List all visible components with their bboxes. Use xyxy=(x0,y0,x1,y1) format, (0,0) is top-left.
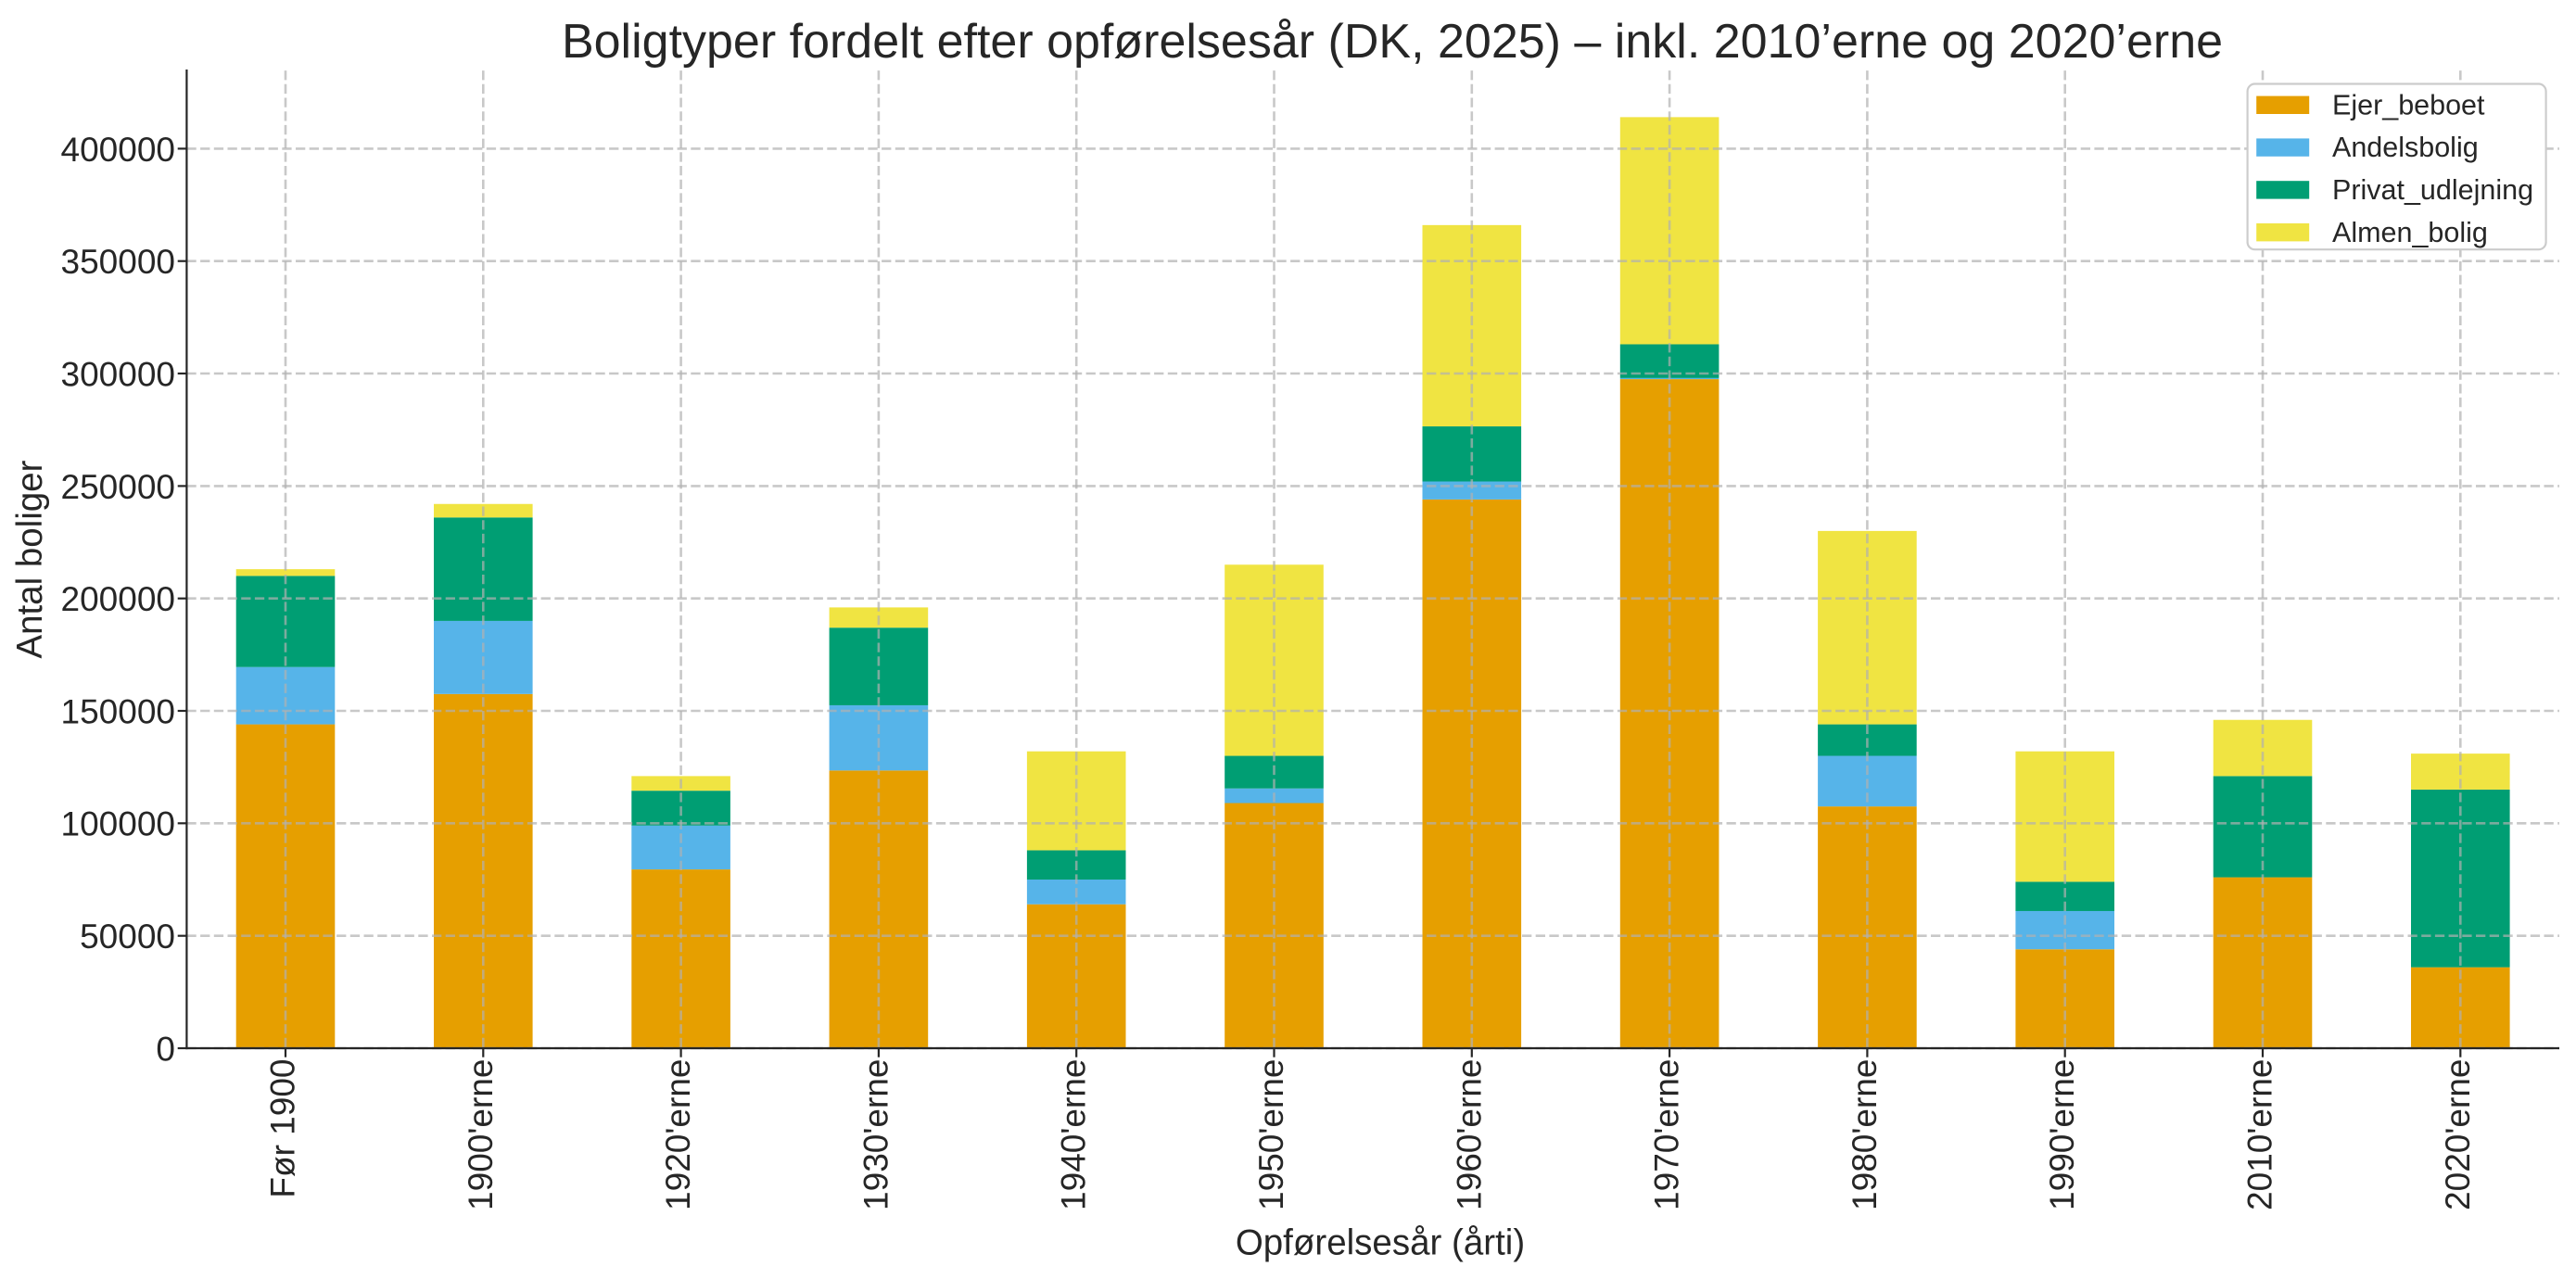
svg-text:0: 0 xyxy=(156,1030,175,1068)
svg-text:250000: 250000 xyxy=(61,468,175,506)
svg-text:350000: 350000 xyxy=(61,243,175,281)
svg-text:Ejer_beboet: Ejer_beboet xyxy=(2332,89,2485,120)
svg-text:200000: 200000 xyxy=(61,580,175,618)
svg-text:1950'erne: 1950'erne xyxy=(1252,1059,1290,1210)
svg-text:100000: 100000 xyxy=(61,805,175,843)
svg-text:Antal boliger: Antal boliger xyxy=(10,460,50,658)
svg-text:1930'erne: 1930'erne xyxy=(857,1059,895,1210)
svg-text:1940'erne: 1940'erne xyxy=(1055,1059,1093,1210)
svg-text:300000: 300000 xyxy=(61,355,175,393)
svg-text:1900'erne: 1900'erne xyxy=(462,1059,500,1210)
svg-text:Boligtyper fordelt efter opfør: Boligtyper fordelt efter opførelsesår (D… xyxy=(562,15,2223,69)
svg-text:50000: 50000 xyxy=(80,918,175,956)
svg-text:2020'erne: 2020'erne xyxy=(2439,1059,2477,1210)
svg-text:1980'erne: 1980'erne xyxy=(1846,1058,1884,1209)
svg-text:Andelsbolig: Andelsbolig xyxy=(2332,132,2479,163)
svg-text:150000: 150000 xyxy=(61,692,175,730)
svg-text:Almen_bolig: Almen_bolig xyxy=(2332,217,2488,248)
svg-text:1990'erne: 1990'erne xyxy=(2043,1059,2081,1210)
svg-text:1960'erne: 1960'erne xyxy=(1450,1059,1488,1210)
svg-text:1920'erne: 1920'erne xyxy=(659,1059,697,1210)
svg-text:Opførelsesår (årti): Opførelsesår (årti) xyxy=(1236,1223,1525,1263)
svg-text:Før 1900: Før 1900 xyxy=(264,1059,302,1198)
svg-text:Privat_udlejning: Privat_udlejning xyxy=(2332,174,2533,206)
svg-text:400000: 400000 xyxy=(61,131,175,169)
svg-text:2010'erne: 2010'erne xyxy=(2241,1059,2279,1210)
svg-text:1970'erne: 1970'erne xyxy=(1648,1059,1686,1210)
